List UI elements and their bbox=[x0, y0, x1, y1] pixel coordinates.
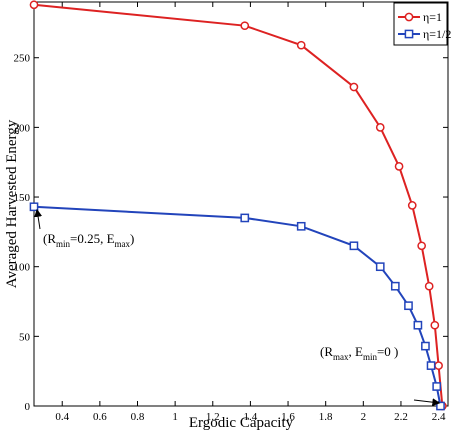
plot-area: 0.4 0.6 0.8 1 1.2 1.4 1.6 1.8 2 2.2 2.4 0 50 100 150 20… bbox=[4, 0, 451, 431]
annotation-arrow-2 bbox=[413, 398, 441, 407]
series-2-point bbox=[29, 202, 39, 212]
series-1-point bbox=[417, 241, 427, 251]
annotation-text-part: (R bbox=[320, 344, 333, 359]
y-tick-label: 50 bbox=[19, 331, 31, 343]
x-tick-label: 1.8 bbox=[319, 411, 333, 423]
x-tick-label: 0.4 bbox=[55, 411, 69, 423]
series-2-point bbox=[413, 320, 423, 330]
x-axis-label: Ergodic Capacity bbox=[189, 415, 294, 431]
y-tick-label: 250 bbox=[14, 53, 31, 65]
series-1-point bbox=[296, 40, 306, 50]
series-1-point bbox=[407, 201, 417, 210]
series-1-point bbox=[430, 320, 440, 330]
x-tick-label: 0.8 bbox=[131, 411, 145, 423]
series-1-point bbox=[434, 361, 443, 370]
legend: η=1 η=1/2 bbox=[393, 2, 451, 46]
series-2-point bbox=[436, 401, 445, 411]
series-2-point bbox=[432, 382, 442, 391]
series-1-point bbox=[240, 21, 250, 31]
annotation-text-part: =0 ) bbox=[377, 344, 398, 359]
y-tick-label: 150 bbox=[14, 192, 31, 204]
annotation-text-part: , E bbox=[349, 344, 364, 359]
series-2-point bbox=[240, 213, 250, 223]
series-line-1 bbox=[33, 3, 444, 407]
legend-label-1: η=1 bbox=[423, 10, 442, 24]
series-1-point bbox=[29, 0, 39, 10]
series-2-point bbox=[296, 221, 306, 231]
annotation-text-part: (R bbox=[43, 231, 56, 246]
annotation-1: (Rmin=0.25, Emax) bbox=[43, 231, 134, 249]
series-1-point bbox=[375, 123, 385, 132]
x-tick-label: 2 bbox=[361, 411, 367, 423]
x-tick-label: 1.6 bbox=[281, 411, 295, 423]
series-2-point bbox=[404, 301, 413, 311]
annotation-text-part: =0.25, E bbox=[70, 231, 115, 246]
series-1-point bbox=[394, 162, 404, 171]
legend-label-2: η=1/2 bbox=[423, 27, 451, 41]
x-tick-label: 0.6 bbox=[93, 411, 107, 423]
annotation-text-part: max bbox=[115, 239, 131, 249]
series-2-point bbox=[375, 262, 385, 272]
annotation-text-part: ) bbox=[130, 231, 134, 246]
annotation-arrow-1 bbox=[34, 208, 43, 230]
series-2-point bbox=[421, 341, 430, 351]
series-1-point bbox=[349, 82, 359, 92]
legend-marker-2 bbox=[404, 29, 414, 39]
series-2-point bbox=[390, 281, 400, 291]
y-tick-label: 0 bbox=[25, 401, 31, 413]
y-tick-label: 100 bbox=[14, 262, 31, 274]
y-axis-label: Averaged Harvested Energy bbox=[4, 119, 20, 288]
y-tick-label: 200 bbox=[14, 122, 31, 134]
x-tick-label: 1.2 bbox=[206, 411, 220, 423]
annotation-2: (Rmax, Emin=0 ) bbox=[320, 344, 398, 362]
x-tick-label: 2.2 bbox=[394, 411, 408, 423]
annotation-text-part: min bbox=[56, 239, 71, 249]
x-tick-label: 1.4 bbox=[244, 411, 258, 423]
series-2-point bbox=[349, 241, 359, 251]
legend-marker-1 bbox=[404, 12, 414, 22]
annotation-text-part: max bbox=[333, 352, 349, 362]
legend-box bbox=[393, 2, 448, 46]
annotation-text-part: min bbox=[363, 352, 378, 362]
x-tick-label: 2.4 bbox=[432, 411, 446, 423]
series-2-point bbox=[426, 361, 436, 370]
x-tick-label: 1 bbox=[172, 411, 178, 423]
series-1-point bbox=[424, 281, 434, 291]
